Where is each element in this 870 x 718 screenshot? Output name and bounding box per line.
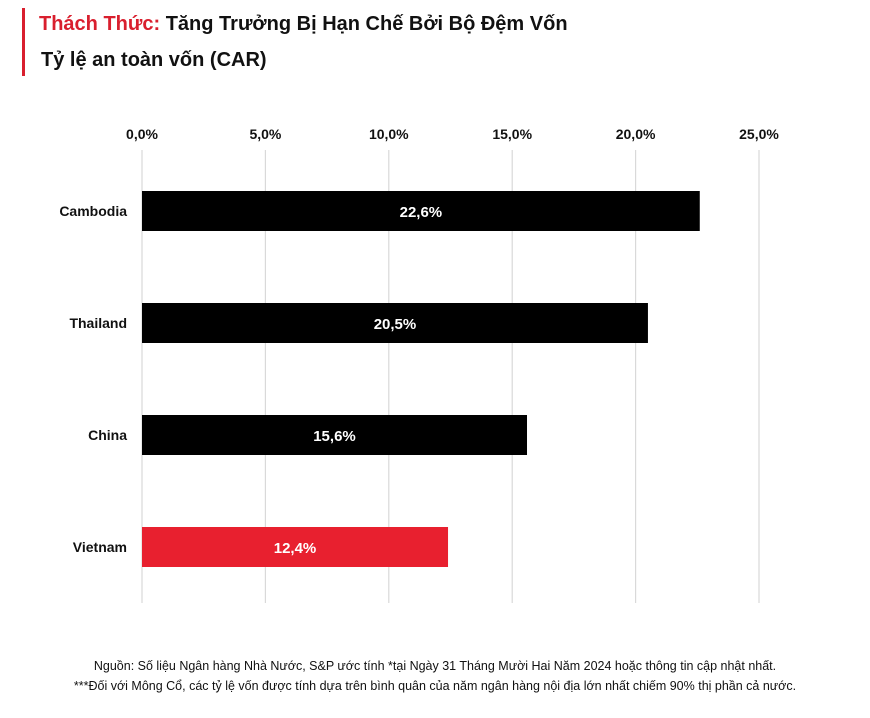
bar: [142, 415, 528, 455]
source-note: Nguồn: Số liệu Ngân hàng Nhà Nước, S&P ư…: [93, 659, 777, 673]
chart-header: Thách Thức: Tăng Trưởng Bị Hạn Chế Bởi B…: [22, 8, 842, 76]
title-main: Tăng Trưởng Bị Hạn Chế Bởi Bộ Đệm Vốn: [165, 13, 568, 35]
bar: [142, 303, 648, 343]
bar: [142, 191, 700, 231]
x-tick-label: 15,0%: [492, 126, 532, 142]
x-tick-label: 20,0%: [616, 126, 656, 142]
footnote: ***Đối với Mông Cổ, các tỷ lệ vốn được t…: [73, 679, 797, 693]
bar: [142, 527, 449, 567]
x-tick-label: 5,0%: [249, 126, 281, 142]
data-label: 20,5%: [374, 316, 417, 333]
x-tick-label: 10,0%: [369, 126, 409, 142]
category-label: Thailand: [69, 315, 127, 331]
data-label: 22,6%: [400, 204, 443, 221]
bar-chart: 0,0% 5,0% 10,0% 15,0% 20,0% 25,0% Cambodia 22,6…: [59, 126, 779, 603]
category-label: Vietnam: [73, 539, 127, 555]
x-tick-label: 0,0%: [126, 126, 158, 142]
x-tick-label: 25,0%: [739, 126, 779, 142]
chart-subtitle: Tỷ lệ an toàn vốn (CAR): [41, 49, 267, 71]
data-label: 15,6%: [313, 428, 356, 445]
title-accent: Thách Thức:: [39, 13, 161, 35]
chart-title: Thách Thức: Tăng Trưởng Bị Hạn Chế Bởi B…: [39, 10, 842, 38]
category-label: Cambodia: [59, 203, 127, 219]
category-label: China: [88, 427, 127, 443]
chart-footer: Nguồn: Số liệu Ngân hàng Nhà Nước, S&P ư…: [0, 656, 870, 696]
data-label: 12,4%: [274, 540, 317, 557]
